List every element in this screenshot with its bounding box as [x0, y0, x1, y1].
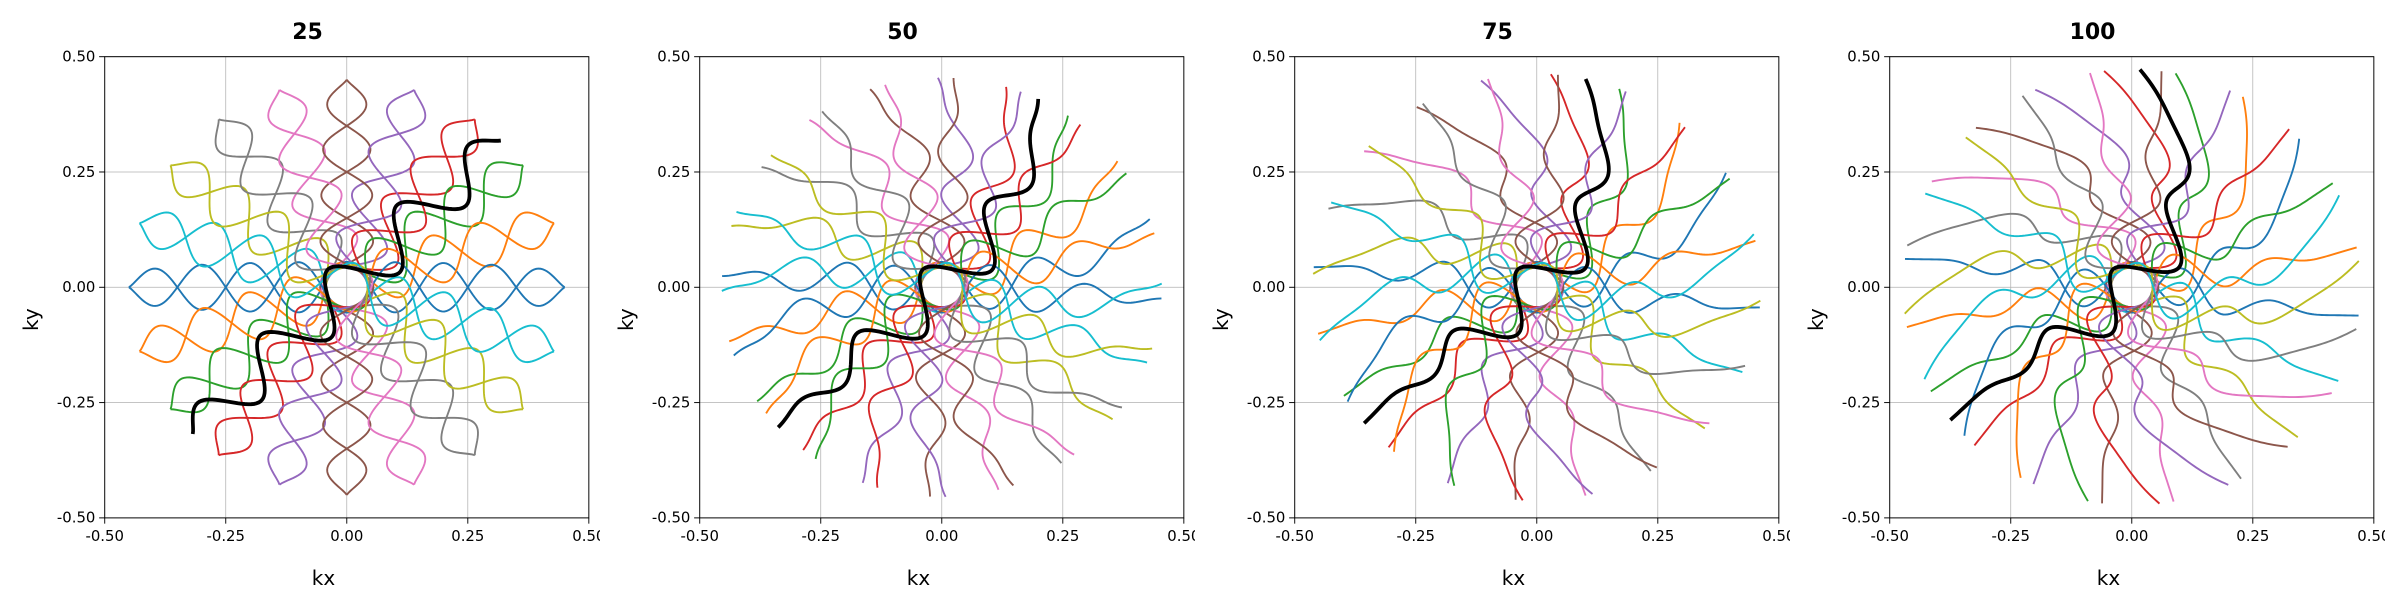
xlabel: kx — [1832, 564, 2385, 590]
ytick-label: 0.00 — [1252, 278, 1285, 296]
xlabel: kx — [642, 564, 1195, 590]
plot-column: -0.50 -0.25 0.00 0.25 0.50 -0.50 -0.25 0.00 0.25… — [642, 49, 1195, 590]
xtick-label: 0.25 — [1641, 527, 1674, 545]
plot-column: -0.50 -0.25 0.00 0.25 0.50 -0.50 -0.25 0.00 0.25… — [1832, 49, 2385, 590]
subplot: 100 ky -0.50 -0.25 0.00 0.25 0.50 -0.50 -0.25 0… — [1800, 20, 2385, 590]
axes: -0.50 -0.25 0.00 0.25 0.50 -0.50 -0.25 0.00 0.25… — [1832, 49, 2385, 564]
xtick-label: 0.25 — [1046, 527, 1079, 545]
trajectory-highlight — [1364, 79, 1609, 423]
ytick-label: 0.25 — [657, 163, 690, 181]
xtick-label: 0.50 — [1762, 527, 1790, 545]
xlabel: kx — [1237, 564, 1790, 590]
xtick-label: -0.50 — [1870, 527, 1909, 545]
panel-title: 75 — [1205, 20, 1790, 45]
subplot: 50 ky -0.50 -0.25 0.00 0.25 0.50 -0.50 -0.25 0.… — [610, 20, 1195, 590]
ytick-label: -0.25 — [57, 393, 96, 411]
xtick-label: -0.50 — [680, 527, 719, 545]
xtick-label: -0.25 — [1991, 527, 2030, 545]
figure-row: 25 ky -0.50 -0.25 0.00 0.25 0.50 -0.50 -0.25 0.… — [0, 0, 2400, 600]
subplot: 75 ky -0.50 -0.25 0.00 0.25 0.50 -0.50 -0.25 0.… — [1205, 20, 1790, 590]
subplot: 25 ky -0.50 -0.25 0.00 0.25 0.50 -0.50 -0.25 0.… — [15, 20, 600, 590]
ytick-label: 0.25 — [1847, 163, 1880, 181]
xtick-label: 0.00 — [330, 527, 363, 545]
xtick-label: 0.25 — [2236, 527, 2269, 545]
ytick-label: -0.50 — [1842, 508, 1881, 526]
axes-wrap: ky -0.50 -0.25 0.00 0.25 0.50 -0.50 -0.25 0.00 0… — [1800, 49, 2385, 590]
ytick-label: -0.25 — [1842, 393, 1881, 411]
panel-title: 25 — [15, 20, 600, 45]
trajectory — [1932, 178, 2174, 502]
axes: -0.50 -0.25 0.00 0.25 0.50 -0.50 -0.25 0.00 0.25… — [47, 49, 600, 564]
xtick-label: -0.25 — [206, 527, 245, 545]
panel-title: 100 — [1800, 20, 2385, 45]
xtick-label: 0.50 — [1167, 527, 1195, 545]
axes-wrap: ky -0.50 -0.25 0.00 0.25 0.50 -0.50 -0.25 0.00 0… — [15, 49, 600, 590]
trajectory — [2090, 73, 2332, 397]
axes: -0.50 -0.25 0.00 0.25 0.50 -0.50 -0.25 0.00 0.25… — [642, 49, 1195, 564]
ytick-label: 0.00 — [62, 278, 95, 296]
ylabel: ky — [1205, 49, 1237, 590]
xtick-label: -0.50 — [85, 527, 124, 545]
ytick-label: -0.50 — [57, 508, 96, 526]
ytick-label: -0.50 — [1247, 508, 1286, 526]
ytick-label: 0.00 — [657, 278, 690, 296]
ytick-label: 0.50 — [1252, 49, 1285, 66]
trajectory — [1907, 97, 2247, 327]
ytick-label: 0.00 — [1847, 278, 1880, 296]
trajectory-highlight — [1950, 70, 2189, 421]
xtick-label: 0.25 — [451, 527, 484, 545]
xtick-label: -0.50 — [1275, 527, 1314, 545]
ylabel: ky — [610, 49, 642, 590]
ytick-label: -0.50 — [652, 508, 691, 526]
xtick-label: 0.50 — [572, 527, 600, 545]
axes: -0.50 -0.25 0.00 0.25 0.50 -0.50 -0.25 0.00 0.25… — [1237, 49, 1790, 564]
xtick-label: -0.25 — [1396, 527, 1435, 545]
ytick-label: -0.25 — [1247, 393, 1286, 411]
xtick-label: 0.00 — [1520, 527, 1553, 545]
ytick-label: 0.50 — [62, 49, 95, 66]
ytick-label: -0.25 — [652, 393, 691, 411]
xtick-label: 0.00 — [2115, 527, 2148, 545]
panel-title: 50 — [610, 20, 1195, 45]
xlabel: kx — [47, 564, 600, 590]
ytick-label: 0.25 — [1252, 163, 1285, 181]
plot-column: -0.50 -0.25 0.00 0.25 0.50 -0.50 -0.25 0.00 0.25… — [1237, 49, 1790, 590]
ytick-label: 0.25 — [62, 163, 95, 181]
ytick-label: 0.50 — [1847, 49, 1880, 66]
trajectory — [2017, 247, 2357, 477]
plot-column: -0.50 -0.25 0.00 0.25 0.50 -0.50 -0.25 0.00 0.25… — [47, 49, 600, 590]
xtick-label: 0.00 — [925, 527, 958, 545]
xtick-label: 0.50 — [2357, 527, 2385, 545]
xtick-label: -0.25 — [801, 527, 840, 545]
ytick-label: 0.50 — [657, 49, 690, 66]
axes-wrap: ky -0.50 -0.25 0.00 0.25 0.50 -0.50 -0.25 0.00 0… — [1205, 49, 1790, 590]
ylabel: ky — [1800, 49, 1832, 590]
axes-wrap: ky -0.50 -0.25 0.00 0.25 0.50 -0.50 -0.25 0.00 0… — [610, 49, 1195, 590]
ylabel: ky — [15, 49, 47, 590]
